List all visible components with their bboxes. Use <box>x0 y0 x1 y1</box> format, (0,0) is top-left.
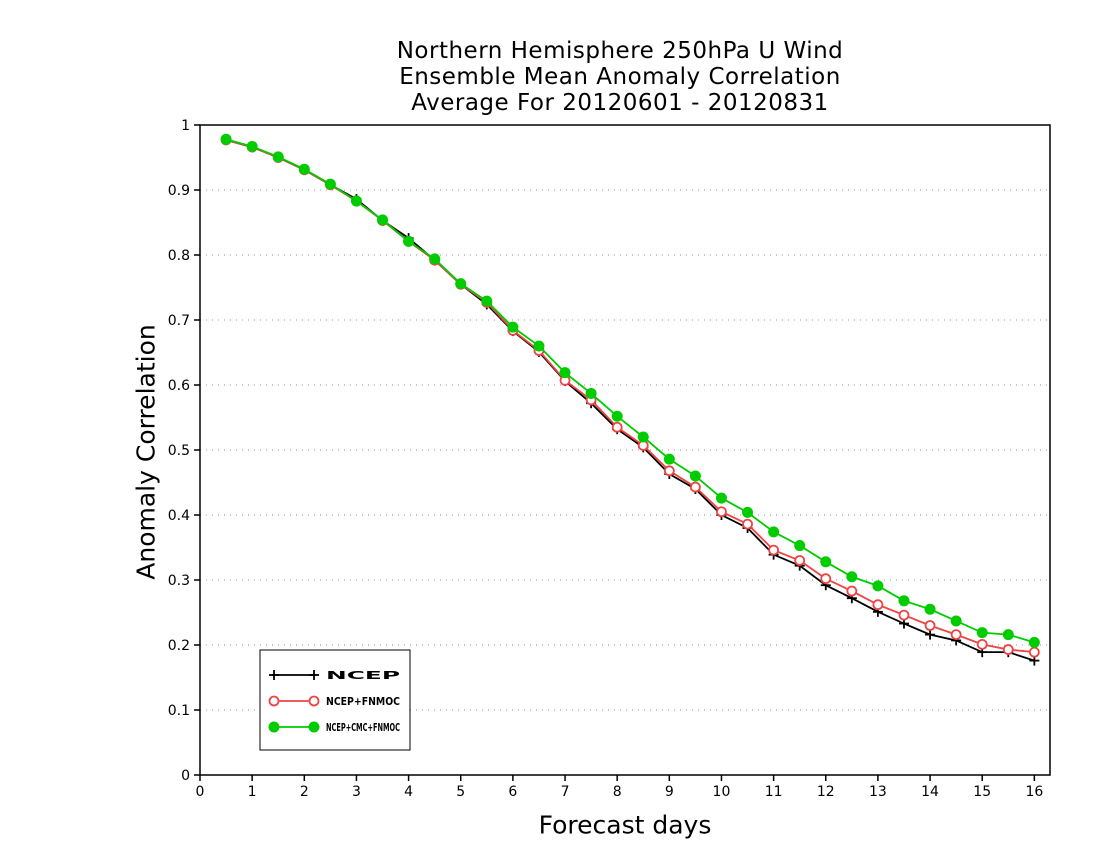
y-tick-label: 0.1 <box>168 703 190 719</box>
legend-marker-ncep-fnmoc <box>268 695 280 707</box>
data-point-ncep-fnmoc <box>794 555 806 566</box>
data-point-ncep <box>925 629 936 640</box>
x-tick-label: 14 <box>921 784 939 800</box>
data-point-ncep-cmc-fnmoc <box>1028 636 1040 648</box>
data-point-ncep-cmc-fnmoc <box>742 506 754 518</box>
y-tick-label: 0.4 <box>168 508 190 524</box>
y-tick-label: 0.5 <box>168 443 190 459</box>
data-point-ncep-cmc-fnmoc <box>924 603 936 615</box>
chart-title-line-1: Northern Hemisphere 250hPa U Wind <box>396 38 844 64</box>
x-tick-label: 12 <box>817 784 835 800</box>
series-ncep-fnmoc <box>220 134 1040 658</box>
x-tick-label: 11 <box>765 784 783 800</box>
x-tick-label: 9 <box>665 784 674 800</box>
data-point-ncep-cmc-fnmoc <box>507 321 519 333</box>
data-point-ncep-fnmoc <box>976 638 988 650</box>
data-point-ncep-cmc-fnmoc <box>950 615 962 627</box>
legend-marker-ncep-cmc-fnmoc <box>268 721 280 733</box>
x-tick-label: 1 <box>248 784 257 800</box>
y-tick-label: 0.9 <box>168 183 190 199</box>
data-point-ncep-cmc-fnmoc <box>846 571 858 583</box>
legend-marker-ncep-cmc-fnmoc <box>308 721 320 733</box>
x-tick-label: 7 <box>561 784 570 800</box>
legend-label-ncep-fnmoc: NCEP+FNMOC <box>326 695 400 708</box>
data-point-ncep-fnmoc <box>1028 646 1040 658</box>
data-point-ncep-cmc-fnmoc <box>429 253 441 265</box>
data-point-ncep-cmc-fnmoc <box>455 278 467 290</box>
legend-box <box>259 649 411 751</box>
x-tick-label: 13 <box>869 784 887 800</box>
legend-marker-ncep <box>269 670 279 680</box>
data-point-ncep-fnmoc <box>768 544 780 556</box>
data-point-ncep-fnmoc <box>611 421 623 433</box>
x-tick-label: 15 <box>973 784 991 800</box>
data-point-ncep-fnmoc <box>898 609 910 621</box>
y-tick-label: 0.7 <box>168 313 190 329</box>
series-line-ncep-fnmoc <box>225 139 1035 654</box>
x-tick-label: 8 <box>613 784 622 800</box>
y-tick-label: 0 <box>181 768 190 784</box>
data-point-ncep-cmc-fnmoc <box>794 540 806 552</box>
x-tick-label: 0 <box>196 784 205 800</box>
data-point-ncep-fnmoc <box>820 573 832 585</box>
data-point-ncep-fnmoc <box>716 506 727 518</box>
y-tick-label: 0.2 <box>168 638 190 654</box>
data-point-ncep-fnmoc <box>950 629 962 640</box>
data-point-ncep-cmc-fnmoc <box>559 367 571 379</box>
x-tick-label: 4 <box>404 784 413 800</box>
series-line-ncep <box>225 139 1035 662</box>
data-point-ncep-cmc-fnmoc <box>324 178 336 190</box>
legend-marker-ncep <box>309 670 319 680</box>
data-point-ncep-cmc-fnmoc <box>246 140 258 152</box>
data-point-ncep-fnmoc <box>1002 644 1014 655</box>
data-point-ncep-cmc-fnmoc <box>663 453 675 465</box>
y-tick-label: 1 <box>181 118 190 134</box>
data-point-ncep-cmc-fnmoc <box>533 340 545 352</box>
legend-label-ncep-cmc-fnmoc: NCEP+CMC+FNMOC <box>326 721 400 734</box>
data-point-ncep-fnmoc <box>689 481 701 493</box>
data-point-ncep-cmc-fnmoc <box>377 214 389 226</box>
data-point-ncep-cmc-fnmoc <box>637 431 649 443</box>
series-ncep <box>221 134 1040 666</box>
data-point-ncep-fnmoc <box>663 465 675 477</box>
y-tick-label: 0.8 <box>168 248 190 264</box>
series-line-ncep-cmc-fnmoc <box>225 138 1035 644</box>
data-point-ncep-cmc-fnmoc <box>715 492 727 504</box>
data-point-ncep-cmc-fnmoc <box>585 387 597 399</box>
data-point-ncep-cmc-fnmoc <box>1002 629 1014 641</box>
data-point-ncep-fnmoc <box>872 599 884 611</box>
x-tick-label: 5 <box>456 784 465 800</box>
x-tick-label: 10 <box>713 784 731 800</box>
data-point-ncep-fnmoc <box>846 585 858 597</box>
data-point-ncep-cmc-fnmoc <box>872 580 884 592</box>
y-tick-label: 0.6 <box>168 378 190 394</box>
legend-label-ncep: NCEP <box>326 669 400 682</box>
x-tick-label: 3 <box>352 784 361 800</box>
chart-title-line-2: Ensemble Mean Anomaly Correlation <box>399 64 841 90</box>
chart-title-line-3: Average For 20120601 - 20120831 <box>411 90 829 116</box>
data-point-ncep-cmc-fnmoc <box>898 595 910 607</box>
data-point-ncep-cmc-fnmoc <box>272 151 284 163</box>
y-tick-label: 0.3 <box>168 573 190 589</box>
series-ncep-cmc-fnmoc <box>220 133 1040 648</box>
data-point-ncep-cmc-fnmoc <box>220 133 232 145</box>
data-point-ncep-fnmoc <box>742 518 753 530</box>
data-point-ncep-cmc-fnmoc <box>768 526 780 538</box>
x-axis-label: Forecast days <box>538 810 712 840</box>
data-point-ncep-cmc-fnmoc <box>403 235 415 247</box>
data-point-ncep-cmc-fnmoc <box>298 163 310 175</box>
data-point-ncep-cmc-fnmoc <box>820 556 832 568</box>
data-point-ncep-cmc-fnmoc <box>611 410 623 422</box>
x-tick-label: 16 <box>1025 784 1043 800</box>
data-point-ncep-cmc-fnmoc <box>481 295 493 307</box>
data-point-ncep-cmc-fnmoc <box>976 627 988 639</box>
y-axis-label: Anomaly Correlation <box>131 324 161 580</box>
x-tick-label: 6 <box>508 784 517 800</box>
x-tick-label: 2 <box>300 784 309 800</box>
legend-marker-ncep-fnmoc <box>308 695 320 707</box>
data-point-ncep-cmc-fnmoc <box>689 470 701 482</box>
data-point-ncep-cmc-fnmoc <box>350 195 362 207</box>
data-point-ncep-fnmoc <box>924 620 936 631</box>
